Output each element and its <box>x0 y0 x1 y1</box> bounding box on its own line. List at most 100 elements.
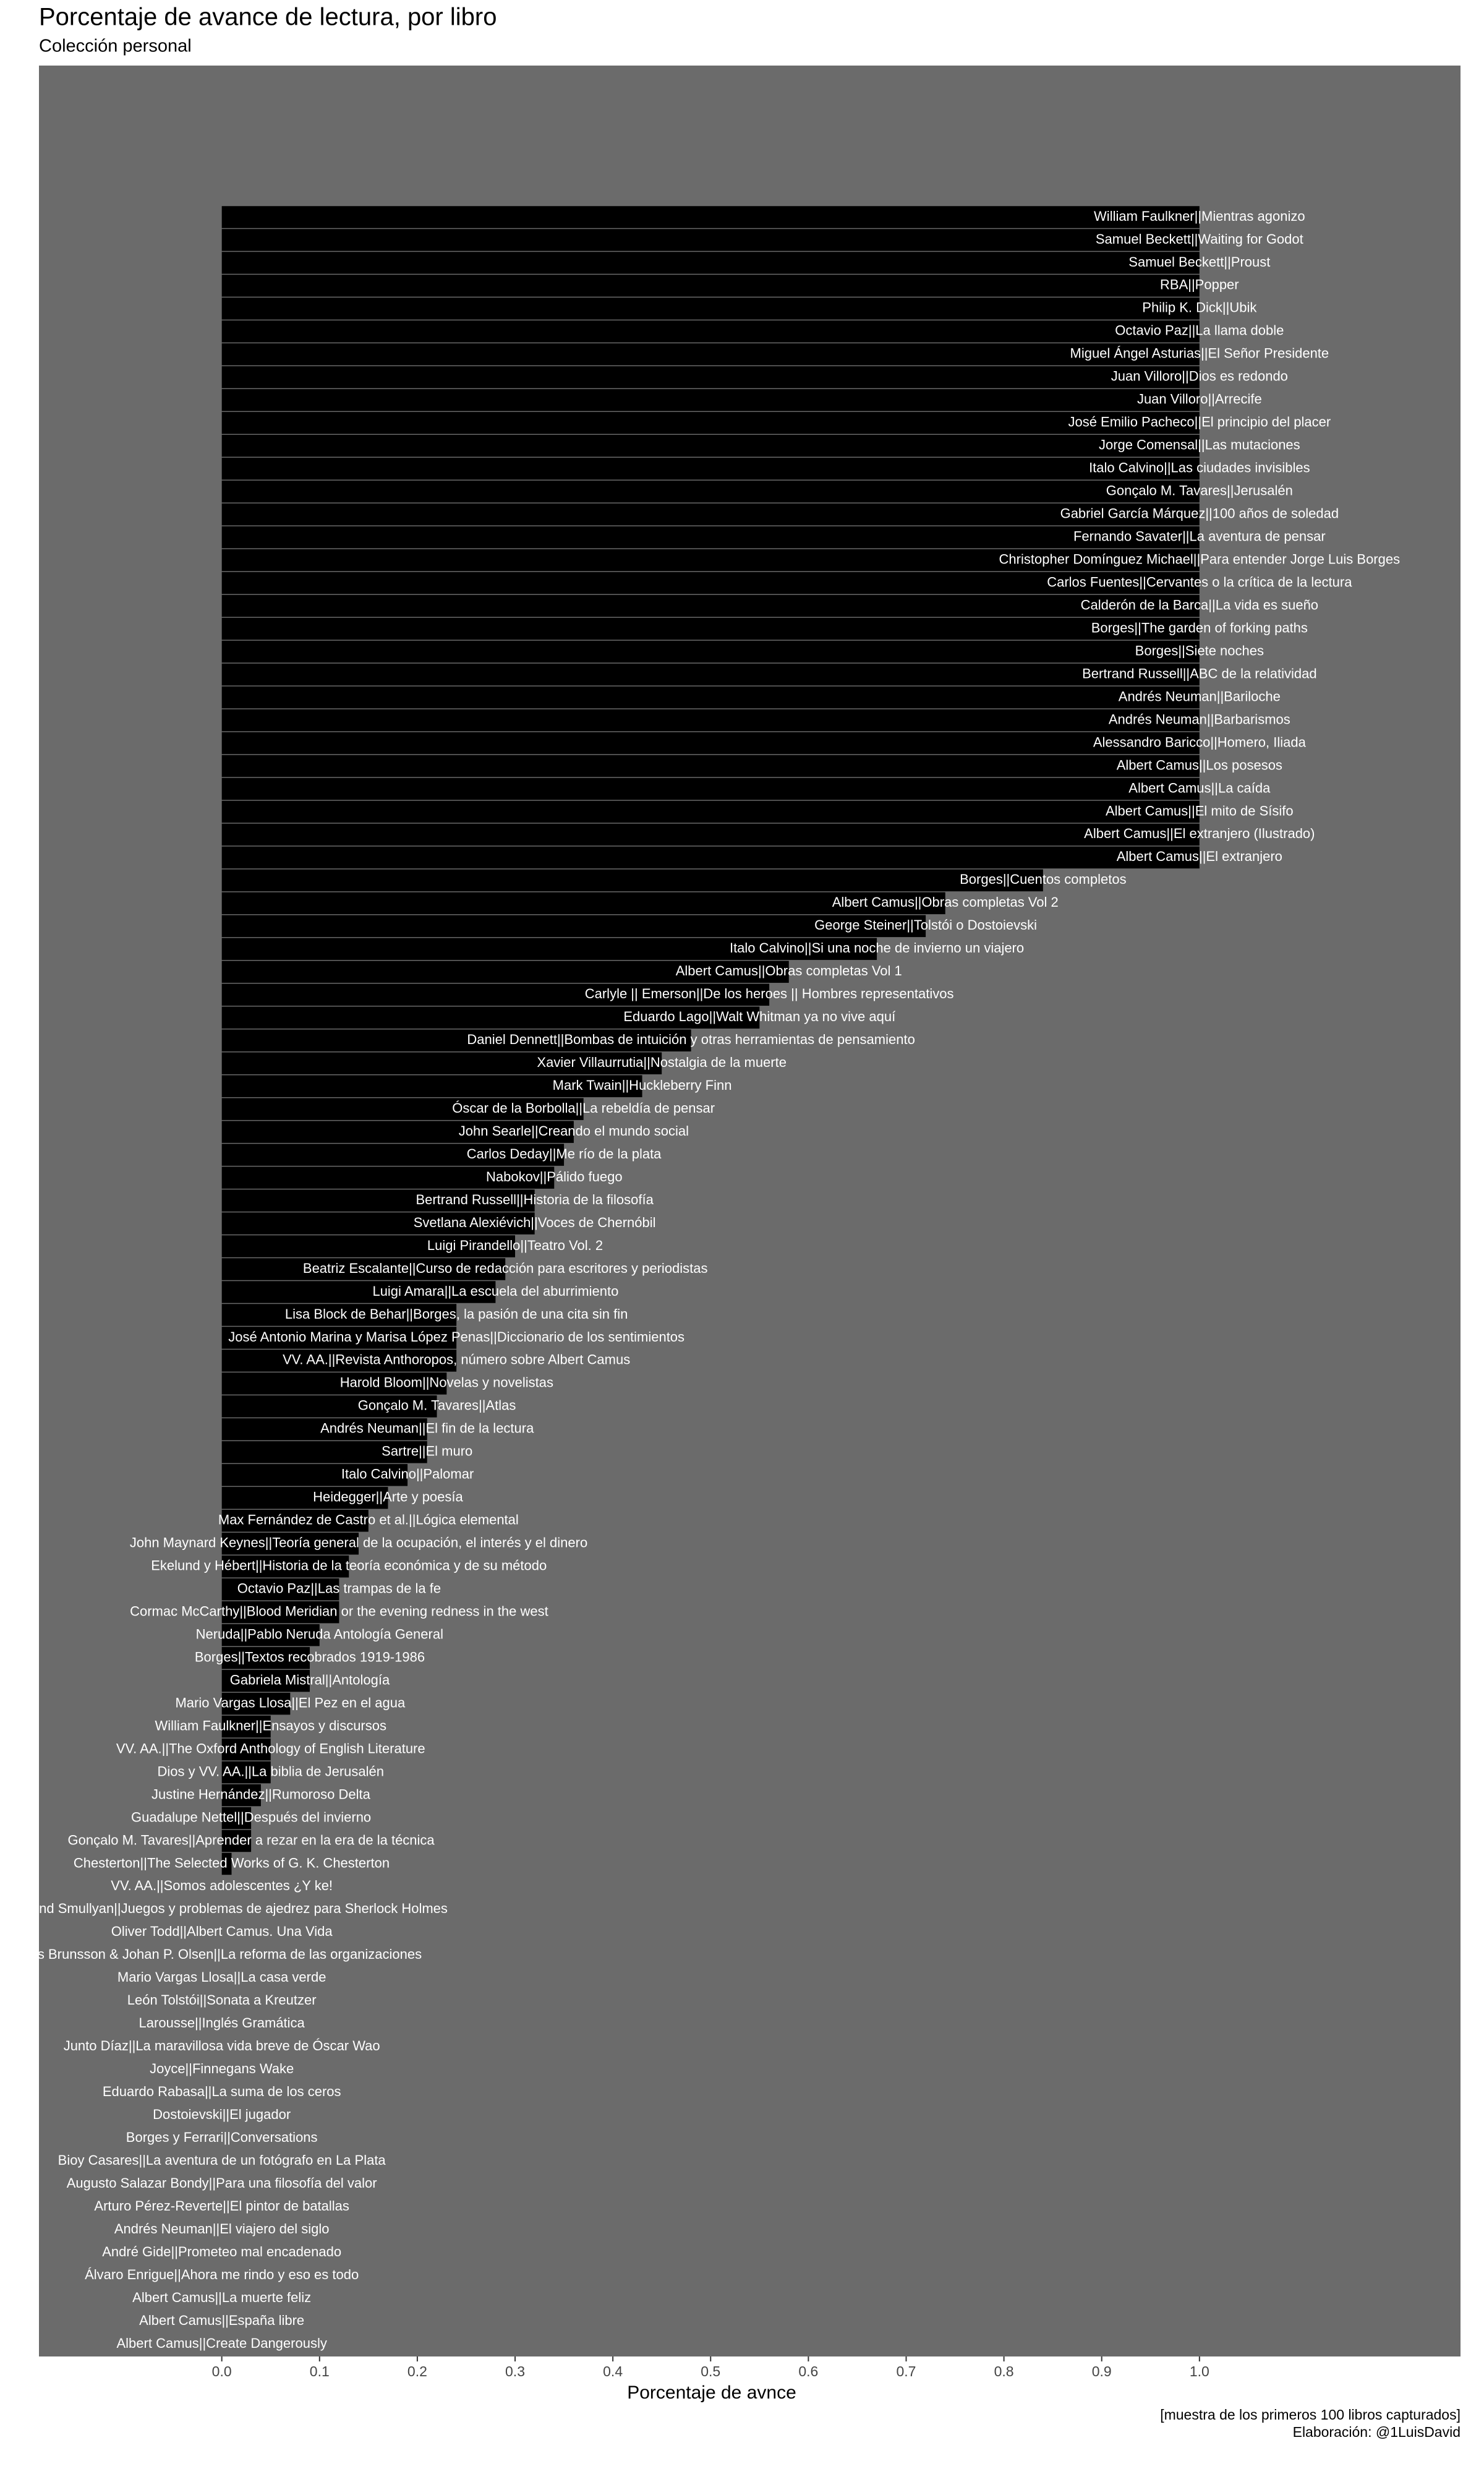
bar-label: VV. AA.||The Oxford Anthology of English… <box>116 1740 425 1756</box>
bar <box>221 823 1200 846</box>
bar-label: Luigi Amara||La escuela del aburrimiento <box>372 1283 618 1299</box>
bar <box>221 869 1043 892</box>
bar <box>221 1304 457 1326</box>
bar-label: José Antonio Marina y Marisa López Penas… <box>228 1329 684 1345</box>
bar-label: Oliver Todd||Albert Camus. Una Vida <box>111 1924 333 1939</box>
bar <box>221 846 1200 869</box>
bar-label: Joyce||Finnegans Wake <box>150 2061 294 2076</box>
bar-label: John Maynard Keynes||Teoría general de l… <box>130 1535 587 1551</box>
bar-label: William Faulkner||Ensayos y discursos <box>155 1718 386 1733</box>
bar <box>221 1830 252 1852</box>
bar-label: Harold Bloom||Novelas y novelistas <box>340 1375 553 1390</box>
bar-label: Óscar de la Borbolla||La rebeldía de pen… <box>452 1100 715 1116</box>
bar-label: Albert Camus||España libre <box>139 2313 304 2328</box>
bar-label: Heidegger||Arte y poesía <box>313 1489 463 1505</box>
bar-label: Octavio Paz||Las trampas de la fe <box>237 1581 441 1596</box>
bar-label: Christopher Domínguez Michael||Para ente… <box>999 551 1401 567</box>
bar <box>221 1601 339 1624</box>
x-axis-label: Porcentaje de avnce <box>627 2382 796 2403</box>
bar-label: Justine Hernández||Rumoroso Delta <box>151 1786 371 1802</box>
bar-label: Italo Calvino||Palomar <box>341 1466 474 1482</box>
bar-label: Guadalupe Nettel||Después del invierno <box>131 1809 371 1825</box>
bar-label: Albert Camus||Create Dangerously <box>116 2335 326 2351</box>
bar-label: Albert Camus||Obras completas Vol 1 <box>676 963 902 978</box>
bar <box>221 1212 535 1235</box>
bar-label: Bioy Casares||La aventura de un fotógraf… <box>58 2152 386 2168</box>
x-tick-label: 0.3 <box>505 2363 525 2379</box>
x-tick-label: 0.8 <box>994 2363 1014 2379</box>
bar <box>221 1669 310 1692</box>
bar <box>221 892 945 915</box>
bar-label: VV. AA.||Revista Anthoropos, número sobr… <box>283 1352 630 1368</box>
bar <box>221 1235 516 1257</box>
bar-label: Gabriel García Márquez||100 años de sole… <box>1060 506 1339 521</box>
bar-label: Albert Camus||El extranjero (Ilustrado) <box>1084 826 1315 841</box>
bar-label: Dostoievski||El jugador <box>153 2107 291 2122</box>
bar-label: Mark Twain||Huckleberry Finn <box>553 1077 732 1093</box>
bar-label: Albert Camus||El extranjero <box>1117 849 1282 864</box>
bar-label: Borges y Ferrari||Conversations <box>126 2129 318 2145</box>
bar-label: Raymond Smullyan||Juegos y problemas de … <box>0 1901 448 1916</box>
bar <box>221 1510 369 1532</box>
bar-label: Philip K. Dick||Ubik <box>1142 300 1257 315</box>
x-tick-label: 0.9 <box>1092 2363 1112 2379</box>
bar <box>221 1738 271 1761</box>
bar <box>221 1327 457 1349</box>
bar <box>221 1029 691 1051</box>
bar <box>221 663 1200 686</box>
bar-label: Svetlana Alexiévich||Voces de Chernóbil <box>414 1215 656 1230</box>
bar <box>221 1807 252 1830</box>
bar-label: Borges||Siete noches <box>1135 643 1264 658</box>
bar <box>221 275 1200 297</box>
bar <box>221 1646 310 1669</box>
bar-label: RBA||Popper <box>1160 277 1239 293</box>
bar <box>221 458 1200 480</box>
bar-label: Max Fernández de Castro et al.||Lógica e… <box>218 1512 519 1528</box>
bar-label: Andrés Neuman||Barbarismos <box>1109 711 1290 727</box>
bar-label: Álvaro Enrigue||Ahora me rindo y eso es … <box>85 2267 359 2282</box>
bar-label: William Faulkner||Mientras agonizo <box>1094 208 1305 224</box>
bar-label: Albert Camus||Obras completas Vol 2 <box>832 894 1059 910</box>
bar-label: Juan Villoro||Arrecife <box>1137 392 1262 407</box>
bar-label: Samuel Beckett||Proust <box>1128 254 1270 270</box>
x-tick-label: 0.6 <box>798 2363 818 2379</box>
bar-label: Carlos Deday||Me río de la plata <box>467 1146 662 1162</box>
bar <box>221 640 1200 663</box>
bar <box>221 1350 457 1372</box>
bar <box>221 1555 349 1578</box>
bar <box>221 1144 565 1166</box>
bar <box>221 1715 271 1738</box>
bar <box>221 1464 408 1486</box>
bar-label: Italo Calvino||Las ciudades invisibles <box>1089 460 1310 476</box>
bar-label: Andrés Neuman||Bariloche <box>1119 688 1281 704</box>
bar <box>221 206 1200 228</box>
bar-label: Lisa Block de Behar||Borges, la pasión d… <box>285 1306 628 1322</box>
bar <box>221 1281 496 1303</box>
bar-label: Eduardo Rabasa||La suma de los ceros <box>103 2084 341 2099</box>
bar-label: Albert Camus||Los posesos <box>1117 757 1282 773</box>
caption: Elaboración: @1LuisDavid <box>1293 2424 1461 2440</box>
bar-label: Sartre||El muro <box>382 1444 472 1459</box>
bar <box>221 709 1200 732</box>
bar-label: José Emilio Pacheco||El principio del pl… <box>1068 414 1331 430</box>
bar-label: Ekelund y Hébert||Historia de la teoría … <box>151 1558 547 1573</box>
bar-label: Italo Calvino||Si una noche de invierno … <box>730 940 1024 956</box>
bar-label: Alessandro Baricco||Homero, Iliada <box>1093 734 1307 750</box>
bar-label: Eduardo Lago||Walt Whitman ya no vive aq… <box>623 1009 895 1024</box>
x-tick-label: 0.5 <box>701 2363 720 2379</box>
chart-subtitle: Colección personal <box>39 36 192 56</box>
bar-label: Andrés Neuman||El viajero del siglo <box>114 2221 330 2236</box>
x-tick-label: 0.0 <box>212 2363 232 2379</box>
bar <box>221 366 1200 388</box>
bar <box>221 961 789 983</box>
bar-label: Xavier Villaurrutia||Nostalgia de la mue… <box>537 1055 787 1070</box>
bar <box>221 229 1200 251</box>
bar-label: VV. AA.||Somos adolescentes ¿Y ke! <box>111 1878 333 1893</box>
bar-label: Jorge Comensal||Las mutaciones <box>1099 437 1300 453</box>
bar <box>221 1372 447 1395</box>
bar <box>221 571 1200 594</box>
bar <box>221 1258 506 1280</box>
bar <box>221 1006 760 1029</box>
bar <box>221 389 1200 411</box>
bar <box>221 1395 437 1418</box>
